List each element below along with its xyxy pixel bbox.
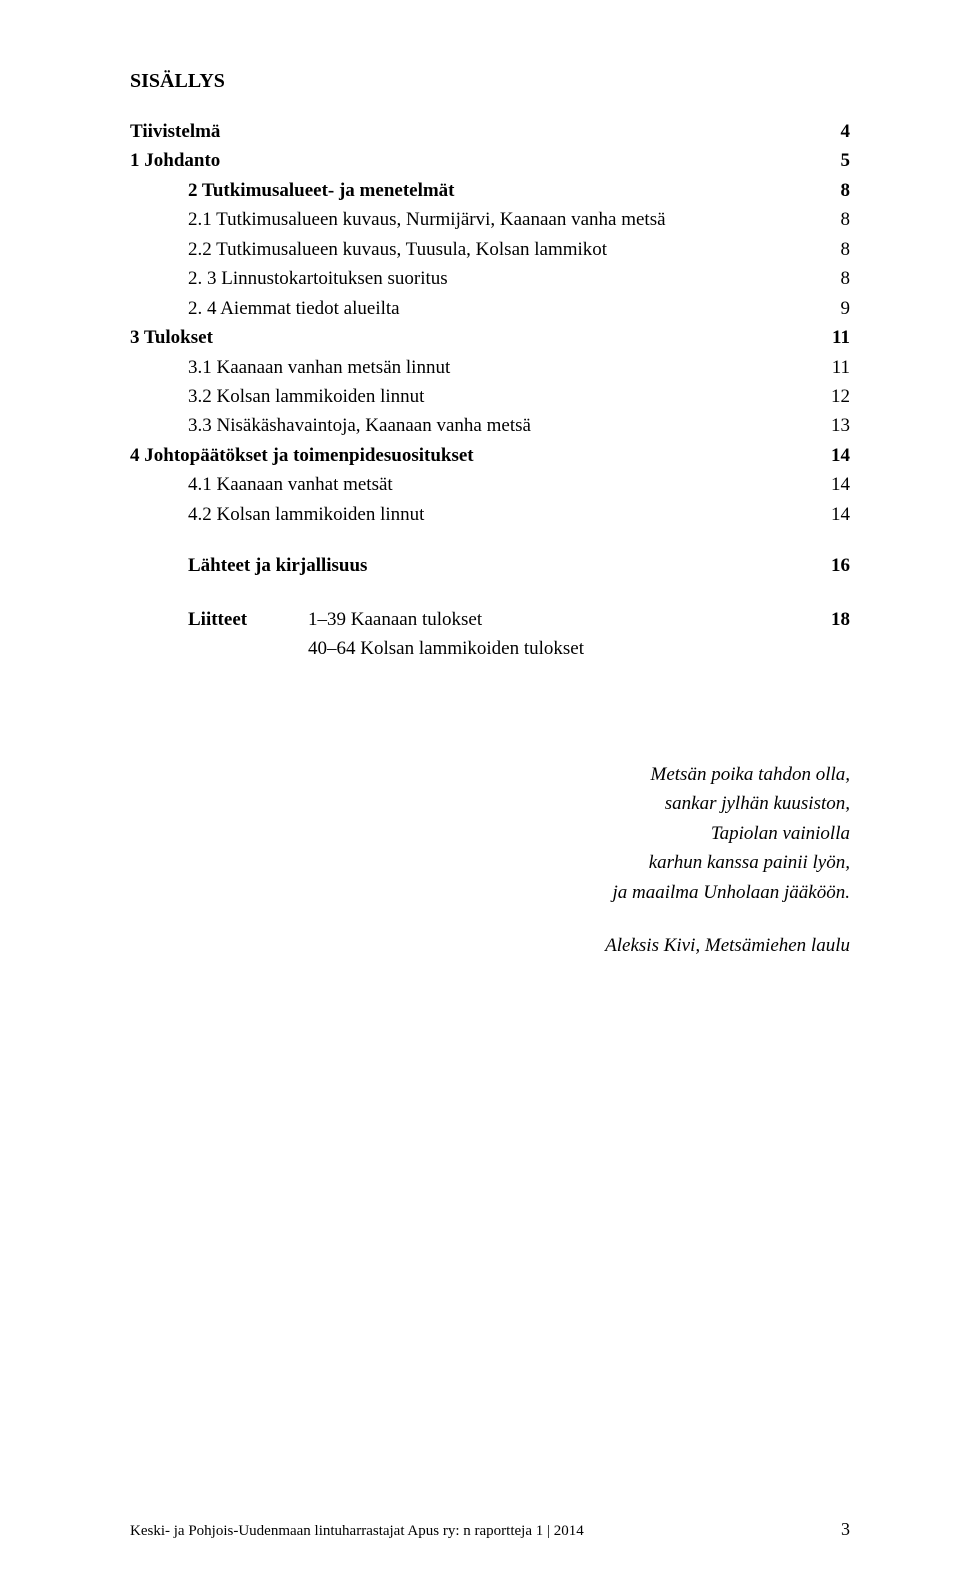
toc-page: 18 — [818, 605, 850, 634]
toc-label: 2. 4 Aiemmat tiedot alueilta — [188, 294, 818, 323]
toc-row-appendix: Liitteet 1–39 Kaanaan tulokset 18 — [130, 605, 850, 634]
toc-row: 3 Tulokset 11 — [130, 323, 850, 352]
toc-row-appendix-cont: 40–64 Kolsan lammikoiden tulokset — [130, 634, 850, 663]
poem-line: karhun kanssa painii lyön, — [605, 848, 850, 877]
toc-label: 2. 3 Linnustokartoituksen suoritus — [188, 264, 818, 293]
toc-row-sources: Lähteet ja kirjallisuus 16 — [130, 551, 850, 580]
toc-label: 2.1 Tutkimusalueen kuvaus, Nurmijärvi, K… — [188, 205, 818, 234]
appendix-left: Liitteet 1–39 Kaanaan tulokset — [188, 605, 482, 634]
toc-page: 12 — [818, 382, 850, 411]
poem-line: sankar jylhän kuusiston, — [605, 789, 850, 818]
toc-page: 8 — [818, 235, 850, 264]
footer-page-number: 3 — [841, 1519, 850, 1540]
toc-row: 4 Johtopäätökset ja toimenpidesuositukse… — [130, 441, 850, 470]
toc-row: 3.3 Nisäkäshavaintoja, Kaanaan vanha met… — [130, 411, 850, 440]
toc-row: 2. 4 Aiemmat tiedot alueilta 9 — [130, 294, 850, 323]
toc-label: 4.1 Kaanaan vanhat metsät — [188, 470, 818, 499]
toc-page: 11 — [818, 323, 850, 352]
footer-text: Keski- ja Pohjois-Uudenmaan lintuharrast… — [130, 1523, 584, 1540]
toc-label: 3.2 Kolsan lammikoiden linnut — [188, 382, 818, 411]
toc-page: 14 — [818, 500, 850, 529]
toc-label: 3.3 Nisäkäshavaintoja, Kaanaan vanha met… — [188, 411, 818, 440]
toc-label: 4.2 Kolsan lammikoiden linnut — [188, 500, 818, 529]
toc-row: 1 Johdanto 5 — [130, 146, 850, 175]
toc-page: 14 — [818, 470, 850, 499]
toc-row: 3.2 Kolsan lammikoiden linnut 12 — [130, 382, 850, 411]
poem-attribution: Aleksis Kivi, Metsämiehen laulu — [605, 931, 850, 960]
toc-page: 11 — [818, 353, 850, 382]
page-footer: Keski- ja Pohjois-Uudenmaan lintuharrast… — [130, 1519, 850, 1540]
poem-line: Tapiolan vainiolla — [605, 819, 850, 848]
appendix-line2: 40–64 Kolsan lammikoiden tulokset — [308, 634, 850, 663]
toc-page: 14 — [818, 441, 850, 470]
toc-label: 3 Tulokset — [130, 323, 818, 352]
toc-page: 16 — [818, 551, 850, 580]
toc-page: 9 — [818, 294, 850, 323]
toc-label: Lähteet ja kirjallisuus — [188, 551, 818, 580]
toc-label: Tiivistelmä — [130, 117, 818, 146]
toc-row: 2. 3 Linnustokartoituksen suoritus 8 — [130, 264, 850, 293]
toc-row: 3.1 Kaanaan vanhan metsän linnut 11 — [130, 353, 850, 382]
toc-label: 2 Tutkimusalueet- ja menetelmät — [188, 176, 818, 205]
toc-row: Tiivistelmä 4 — [130, 117, 850, 146]
toc-page: 4 — [818, 117, 850, 146]
toc-row: 2.2 Tutkimusalueen kuvaus, Tuusula, Kols… — [130, 235, 850, 264]
poem-line: Metsän poika tahdon olla, — [605, 760, 850, 789]
toc-row: 4.2 Kolsan lammikoiden linnut 14 — [130, 500, 850, 529]
toc-page: 8 — [818, 264, 850, 293]
appendix-key: Liitteet — [188, 605, 308, 634]
toc-page: 8 — [818, 205, 850, 234]
toc-row: 2 Tutkimusalueet- ja menetelmät 8 — [130, 176, 850, 205]
toc-page: 5 — [818, 146, 850, 175]
table-of-contents: Tiivistelmä 4 1 Johdanto 5 2 Tutkimusalu… — [130, 117, 850, 663]
toc-label: 1 Johdanto — [130, 146, 818, 175]
page: SISÄLLYS Tiivistelmä 4 1 Johdanto 5 2 Tu… — [0, 0, 960, 1596]
appendix-line1: 1–39 Kaanaan tulokset — [308, 605, 482, 634]
toc-row: 2.1 Tutkimusalueen kuvaus, Nurmijärvi, K… — [130, 205, 850, 234]
toc-label: 4 Johtopäätökset ja toimenpidesuositukse… — [130, 441, 818, 470]
poem-block: Metsän poika tahdon olla, sankar jylhän … — [605, 760, 850, 961]
toc-row: 4.1 Kaanaan vanhat metsät 14 — [130, 470, 850, 499]
poem-line: ja maailma Unholaan jääköön. — [605, 878, 850, 907]
toc-label: 2.2 Tutkimusalueen kuvaus, Tuusula, Kols… — [188, 235, 818, 264]
toc-label: 3.1 Kaanaan vanhan metsän linnut — [188, 353, 818, 382]
toc-page: 13 — [818, 411, 850, 440]
toc-page: 8 — [818, 176, 850, 205]
page-title: SISÄLLYS — [130, 70, 850, 93]
